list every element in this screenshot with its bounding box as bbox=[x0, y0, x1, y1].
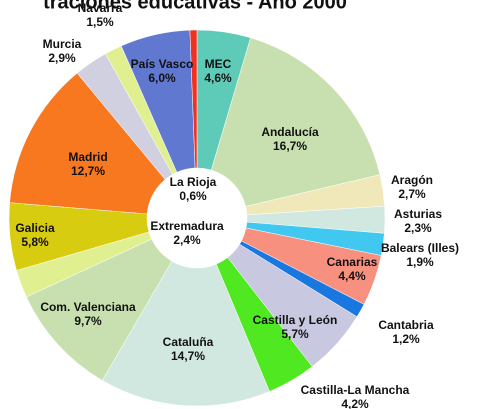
chart-title: traciones educativas - Año 2000 bbox=[43, 0, 347, 13]
value-label: 4,2% bbox=[341, 397, 369, 409]
slice-label: Andalucía bbox=[261, 125, 319, 139]
value-label: 0,6% bbox=[179, 189, 207, 203]
slice-label: Castilla-La Mancha bbox=[301, 383, 410, 397]
slice-label: Murcia bbox=[43, 37, 82, 51]
value-label: 6,0% bbox=[148, 71, 176, 85]
slice bbox=[210, 37, 381, 207]
slice-label: MEC bbox=[205, 57, 232, 71]
slice-label: Aragón bbox=[391, 173, 433, 187]
slice-label: Cataluña bbox=[163, 335, 214, 349]
slice-label: Asturias bbox=[394, 207, 442, 221]
slice bbox=[9, 72, 166, 215]
value-label: 1,5% bbox=[86, 15, 114, 29]
value-label: 9,7% bbox=[74, 314, 102, 328]
slice bbox=[189, 29, 198, 169]
slice-label: Extremadura bbox=[150, 219, 224, 233]
slice-label: La Rioja bbox=[170, 175, 217, 189]
slice-label: Balears (Illes) bbox=[381, 241, 459, 255]
value-label: 1,2% bbox=[392, 332, 420, 346]
slice-label: Madrid bbox=[68, 150, 107, 164]
value-label: 2,9% bbox=[48, 51, 76, 65]
value-label: 1,9% bbox=[406, 255, 434, 269]
slice-label: Canarias bbox=[327, 255, 378, 269]
value-label: 2,3% bbox=[404, 221, 432, 235]
value-label: 2,7% bbox=[398, 187, 426, 201]
value-label: 16,7% bbox=[273, 139, 307, 153]
slice-label: Com. Valenciana bbox=[40, 300, 136, 314]
value-label: 12,7% bbox=[71, 164, 105, 178]
value-label: 4,6% bbox=[204, 71, 232, 85]
value-label: 2,4% bbox=[173, 233, 201, 247]
slice-label: País Vasco bbox=[131, 57, 194, 71]
value-label: 4,4% bbox=[338, 269, 366, 283]
slice bbox=[26, 238, 173, 381]
slice-label: Navarra bbox=[78, 1, 123, 15]
slice bbox=[101, 260, 270, 407]
slice-label: Galicia bbox=[15, 221, 55, 235]
value-label: 14,7% bbox=[171, 349, 205, 363]
slice-label: Castilla y León bbox=[253, 313, 338, 327]
slice-label: Cantabria bbox=[378, 318, 434, 332]
value-label: 5,7% bbox=[281, 327, 309, 341]
value-label: 5,8% bbox=[21, 235, 49, 249]
